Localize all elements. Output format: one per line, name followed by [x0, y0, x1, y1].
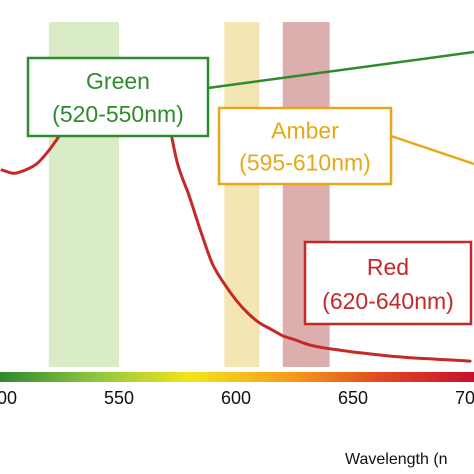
band-callouts: Green (520-550nm) Amber (595-610nm) Red (620-… — [26, 56, 473, 326]
callout-title: Green — [86, 68, 150, 94]
x-tick-label: 500 — [0, 388, 17, 408]
x-tick-label: 700 — [455, 388, 474, 408]
spectrum-bar — [0, 372, 474, 382]
x-axis-label: Wavelength (n — [345, 451, 448, 468]
callout-1: Amber (595-610nm) — [217, 106, 393, 186]
x-axis-ticks: 500 550 600 650 700 — [0, 388, 474, 408]
callout-box — [217, 106, 393, 186]
callout-box — [26, 56, 210, 138]
callout-range: (595-610nm) — [239, 149, 371, 175]
callout-title: Red — [367, 254, 409, 280]
x-tick-label: 650 — [338, 388, 368, 408]
callout-range: (520-550nm) — [52, 101, 184, 127]
callout-0: Green (520-550nm) — [26, 56, 210, 138]
callout-title: Amber — [271, 117, 339, 143]
x-tick-label: 550 — [104, 388, 134, 408]
x-tick-label: 600 — [221, 388, 251, 408]
callout-2: Red (620-640nm) — [303, 240, 473, 326]
callout-connector-0 — [207, 50, 474, 90]
callout-connector-1 — [390, 134, 474, 166]
callout-connectors — [207, 50, 474, 166]
callout-range: (620-640nm) — [322, 288, 454, 314]
callout-box — [303, 240, 473, 326]
band-1 — [224, 22, 260, 367]
